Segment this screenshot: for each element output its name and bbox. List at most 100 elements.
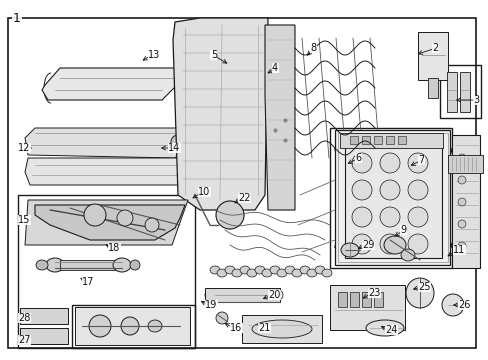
Ellipse shape <box>216 312 227 324</box>
Text: 9: 9 <box>399 225 406 235</box>
Polygon shape <box>345 138 441 258</box>
Ellipse shape <box>209 266 220 274</box>
Ellipse shape <box>407 180 427 200</box>
Bar <box>339 133 442 148</box>
Polygon shape <box>25 200 187 245</box>
Ellipse shape <box>351 207 371 227</box>
Bar <box>204 288 280 302</box>
Ellipse shape <box>46 258 64 272</box>
Ellipse shape <box>314 266 325 274</box>
Text: 26: 26 <box>457 300 469 310</box>
Ellipse shape <box>240 266 249 274</box>
Ellipse shape <box>121 317 139 335</box>
Text: 17: 17 <box>82 277 94 287</box>
Bar <box>242 315 321 343</box>
Text: 21: 21 <box>258 323 270 333</box>
Text: 24: 24 <box>384 325 397 335</box>
Ellipse shape <box>407 207 427 227</box>
Ellipse shape <box>216 201 244 229</box>
Text: 3: 3 <box>472 95 478 105</box>
Ellipse shape <box>407 153 427 173</box>
Polygon shape <box>417 32 447 80</box>
Bar <box>349 136 357 144</box>
Ellipse shape <box>171 135 184 149</box>
Bar <box>459 72 469 112</box>
Text: 11: 11 <box>452 245 464 255</box>
Text: 10: 10 <box>198 187 210 197</box>
Bar <box>361 292 370 307</box>
Bar <box>349 292 358 307</box>
Text: 2: 2 <box>431 43 437 53</box>
Text: 23: 23 <box>367 288 380 298</box>
Ellipse shape <box>457 176 465 184</box>
Ellipse shape <box>36 260 48 270</box>
Ellipse shape <box>379 207 399 227</box>
Ellipse shape <box>276 269 286 277</box>
Text: 14: 14 <box>168 143 180 153</box>
Ellipse shape <box>340 243 358 257</box>
Bar <box>337 292 346 307</box>
Ellipse shape <box>457 242 465 250</box>
Ellipse shape <box>299 266 309 274</box>
Bar <box>18 195 195 348</box>
Bar <box>60 260 115 270</box>
Ellipse shape <box>379 180 399 200</box>
Ellipse shape <box>113 258 131 272</box>
Ellipse shape <box>269 266 280 274</box>
Ellipse shape <box>148 320 162 332</box>
Text: 25: 25 <box>417 282 429 292</box>
Text: 20: 20 <box>267 290 280 300</box>
Text: 4: 4 <box>271 63 278 73</box>
Text: 12: 12 <box>18 143 30 153</box>
Bar <box>72 305 195 348</box>
Text: 22: 22 <box>238 193 250 203</box>
Ellipse shape <box>217 269 226 277</box>
Ellipse shape <box>246 269 257 277</box>
Text: 7: 7 <box>417 155 424 165</box>
Bar <box>447 155 482 173</box>
Ellipse shape <box>405 278 433 308</box>
Text: 29: 29 <box>361 240 374 250</box>
Bar <box>329 285 404 330</box>
Bar <box>75 307 190 345</box>
Ellipse shape <box>441 294 463 316</box>
Polygon shape <box>25 128 190 158</box>
Ellipse shape <box>351 180 371 200</box>
Bar <box>439 65 480 118</box>
Ellipse shape <box>351 234 371 254</box>
Ellipse shape <box>407 234 427 254</box>
Bar <box>329 128 451 268</box>
Polygon shape <box>25 158 187 185</box>
Bar <box>446 72 456 112</box>
Ellipse shape <box>130 260 140 270</box>
Bar <box>373 136 381 144</box>
Ellipse shape <box>224 266 235 274</box>
Polygon shape <box>42 68 182 100</box>
Text: 28: 28 <box>18 313 30 323</box>
Polygon shape <box>334 130 449 265</box>
Text: 6: 6 <box>354 153 360 163</box>
Bar <box>385 136 393 144</box>
Bar <box>20 308 68 324</box>
Bar <box>373 292 382 307</box>
Ellipse shape <box>457 154 465 162</box>
Polygon shape <box>35 205 184 240</box>
Ellipse shape <box>379 153 399 173</box>
Ellipse shape <box>379 234 399 254</box>
Bar <box>427 78 437 98</box>
Polygon shape <box>451 135 479 268</box>
Text: 27: 27 <box>18 335 30 345</box>
Text: 13: 13 <box>148 50 160 60</box>
Text: 19: 19 <box>204 300 217 310</box>
Ellipse shape <box>291 269 302 277</box>
Ellipse shape <box>457 220 465 228</box>
Text: 16: 16 <box>229 323 242 333</box>
Bar <box>20 328 68 344</box>
Ellipse shape <box>351 153 371 173</box>
Polygon shape <box>264 25 294 210</box>
Ellipse shape <box>251 320 311 338</box>
Ellipse shape <box>383 236 405 254</box>
Ellipse shape <box>321 269 331 277</box>
Ellipse shape <box>400 249 414 261</box>
Ellipse shape <box>365 320 403 336</box>
